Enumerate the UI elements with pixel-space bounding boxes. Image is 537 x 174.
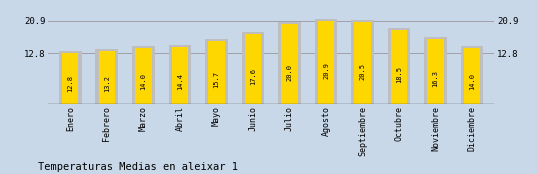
Bar: [388, 28, 410, 104]
Text: 14.0: 14.0: [469, 73, 475, 90]
Bar: [391, 30, 407, 104]
Bar: [318, 21, 334, 104]
Text: 14.0: 14.0: [140, 73, 146, 90]
Bar: [424, 37, 447, 104]
Text: 13.2: 13.2: [104, 75, 110, 92]
Bar: [354, 22, 371, 104]
Bar: [99, 51, 115, 104]
Text: 14.4: 14.4: [177, 73, 183, 90]
Bar: [461, 46, 483, 104]
Bar: [242, 32, 264, 104]
Bar: [172, 47, 188, 104]
Text: 12.8: 12.8: [67, 75, 73, 92]
Text: 20.5: 20.5: [359, 63, 366, 80]
Bar: [132, 46, 155, 104]
Bar: [135, 48, 151, 104]
Bar: [59, 51, 82, 104]
Bar: [62, 53, 78, 104]
Bar: [464, 48, 480, 104]
Bar: [169, 45, 191, 104]
Bar: [281, 24, 297, 104]
Text: 20.0: 20.0: [286, 64, 293, 81]
Text: 15.7: 15.7: [213, 71, 220, 88]
Bar: [208, 41, 224, 104]
Bar: [315, 18, 337, 104]
Bar: [351, 20, 374, 104]
Text: 16.3: 16.3: [433, 70, 439, 87]
Bar: [205, 39, 228, 104]
Bar: [96, 49, 118, 104]
Text: 17.6: 17.6: [250, 68, 256, 85]
Text: 20.9: 20.9: [323, 62, 329, 79]
Text: Temperaturas Medias en aleixar 1: Temperaturas Medias en aleixar 1: [38, 162, 237, 172]
Text: 18.5: 18.5: [396, 66, 402, 83]
Bar: [427, 39, 444, 104]
Bar: [278, 22, 301, 104]
Bar: [245, 34, 261, 104]
